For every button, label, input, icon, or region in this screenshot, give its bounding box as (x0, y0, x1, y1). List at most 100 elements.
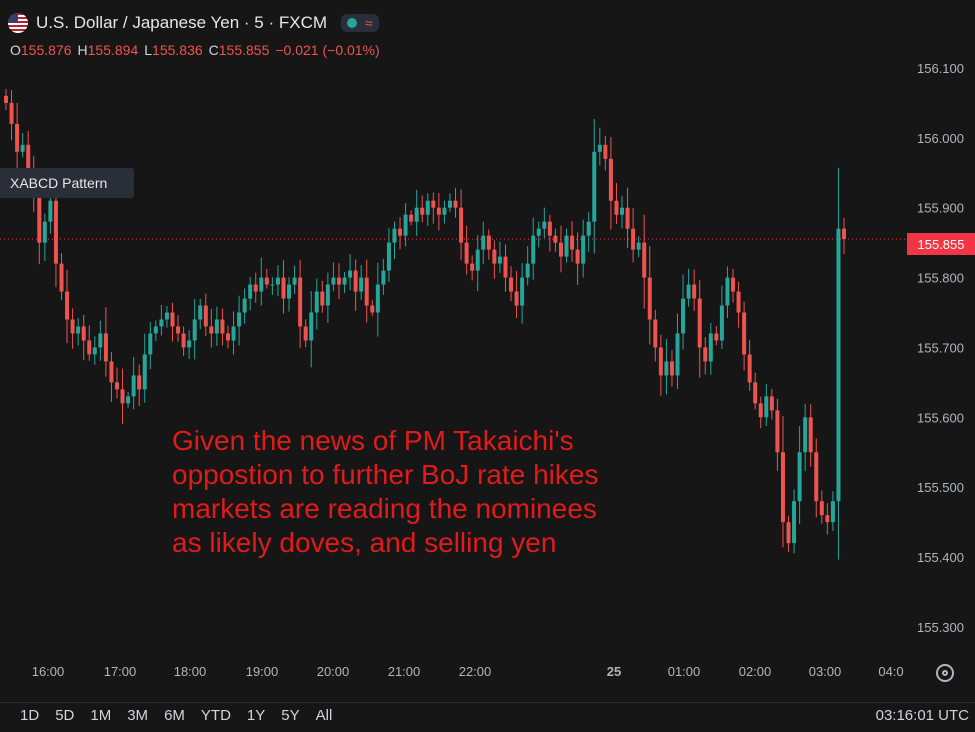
candle-body (525, 263, 530, 278)
open-label: O (10, 42, 21, 58)
candle-body (342, 277, 347, 285)
timeframe-6m[interactable]: 6M (164, 707, 185, 724)
candle-body (420, 207, 425, 215)
candle-body (547, 221, 552, 236)
candle-body (381, 270, 386, 285)
timeframe-ytd[interactable]: YTD (200, 707, 231, 724)
candle-body (614, 200, 619, 215)
close-label: C (208, 42, 219, 58)
candle-body (37, 193, 42, 243)
candle-body (386, 242, 391, 271)
candle-body (148, 333, 153, 355)
candle-body (475, 249, 480, 271)
candle-body (436, 207, 441, 215)
candle-body (65, 291, 70, 320)
candle-body (270, 284, 275, 286)
candle-body (209, 326, 214, 334)
candle-body (625, 207, 630, 229)
candle-body (314, 291, 319, 313)
candle-body (797, 452, 802, 502)
candle-body (558, 242, 563, 257)
timeframe-5y[interactable]: 5Y (281, 707, 300, 724)
candle-body (103, 333, 108, 362)
candle-body (703, 347, 708, 362)
utc-clock[interactable]: 03:16:01 UTC (875, 707, 969, 724)
candle-body (414, 207, 419, 222)
candle-body (320, 291, 325, 306)
timeframe-3m[interactable]: 3M (127, 707, 149, 724)
candle-body (681, 298, 686, 334)
x-tick-label: 21:00 (388, 664, 421, 679)
candle-body (364, 277, 369, 306)
timeframe-selector: 1D 5D 1M 3M 6M YTD 1Y 5Y All (20, 707, 332, 724)
candle-body (264, 277, 269, 285)
candle-body (642, 242, 647, 278)
candle-body (325, 284, 330, 306)
candle-body (653, 319, 658, 348)
x-tick-label: 22:00 (459, 664, 492, 679)
current-price-tag: 155.855 (907, 233, 975, 255)
candle-body (242, 298, 247, 313)
x-tick-label: 03:00 (809, 664, 842, 679)
candle-body (309, 312, 314, 341)
candle-body (237, 312, 242, 327)
y-tick-label: 155.400 (917, 550, 964, 565)
candle-body (114, 382, 119, 390)
candle-body (170, 312, 175, 327)
candle-body (403, 214, 408, 236)
candle-body (786, 522, 791, 544)
candle-body (81, 326, 86, 341)
candle-body (719, 305, 724, 341)
timeframe-1m[interactable]: 1M (90, 707, 112, 724)
symbol-title[interactable]: U.S. Dollar / Japanese Yen · 5 · FXCM (36, 13, 328, 32)
candle-body (220, 319, 225, 334)
candle-body (842, 228, 846, 240)
candle-body (825, 515, 830, 523)
candle-body (126, 396, 131, 404)
candle-body (292, 277, 297, 285)
xabcd-pattern-label[interactable]: XABCD Pattern (0, 168, 134, 198)
timeframe-1y[interactable]: 1Y (246, 707, 266, 724)
candle-body (353, 270, 358, 292)
candle-body (203, 305, 208, 327)
candle-body (76, 326, 81, 334)
settings-gear-icon[interactable] (936, 664, 954, 682)
candle-body (675, 333, 680, 376)
high-label: H (77, 42, 88, 58)
candle-body (153, 326, 158, 334)
candle-body (275, 277, 280, 285)
candle-body (398, 228, 403, 236)
candle-body (531, 235, 536, 264)
y-tick-label: 155.800 (917, 271, 964, 286)
timeframe-5d[interactable]: 5D (55, 707, 75, 724)
candle-body (808, 417, 813, 453)
candle-body (830, 501, 835, 523)
close-value: 155.855 (218, 42, 270, 58)
open-value: 155.876 (20, 42, 72, 58)
candle-body (481, 235, 486, 250)
status-badges[interactable]: ≈ (341, 14, 379, 32)
candle-body (647, 277, 652, 320)
candle-body (370, 305, 375, 313)
candle-body (15, 123, 20, 152)
timeframe-all[interactable]: All (315, 707, 333, 724)
candle-body (570, 235, 575, 250)
candle-body (814, 452, 819, 502)
candle-body (98, 333, 103, 348)
candle-body (780, 452, 785, 523)
x-tick-label: 01:00 (668, 664, 701, 679)
candle-body (459, 207, 464, 243)
timeframe-1d[interactable]: 1D (20, 707, 40, 724)
candle-body (192, 319, 197, 341)
candle-body (336, 277, 341, 285)
candle-body (198, 305, 203, 320)
candle-body (231, 326, 236, 341)
x-tick-label: 17:00 (104, 664, 137, 679)
chart-footer: 1D 5D 1M 3M 6M YTD 1Y 5Y All 03:16:01 UT… (0, 702, 975, 732)
candle-body (425, 200, 430, 215)
us-japan-flag-icon (8, 13, 28, 33)
candle-body (48, 200, 53, 222)
candle-body (731, 277, 736, 292)
candle-body (714, 333, 719, 341)
